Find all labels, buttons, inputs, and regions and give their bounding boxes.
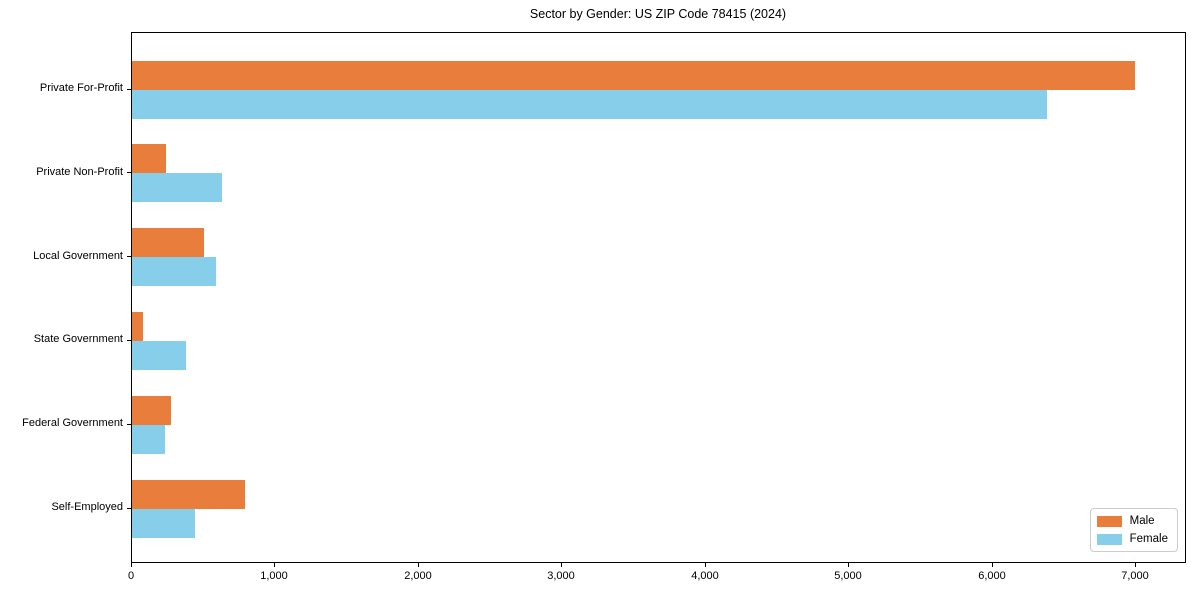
female-color-swatch xyxy=(1096,533,1122,545)
xtick-mark-7000 xyxy=(1135,563,1136,567)
bar-male-private-non-profit xyxy=(132,144,166,173)
xtick-label-7000: 7,000 xyxy=(1121,570,1149,582)
xtick-mark-1000 xyxy=(274,563,275,567)
ytick-label-private-for-profit: Private For-Profit xyxy=(39,82,123,94)
ytick-mark-private-for-profit xyxy=(127,88,131,90)
bar-female-private-non-profit xyxy=(132,173,222,202)
bar-female-private-for-profit xyxy=(132,90,1047,119)
ytick-mark-local-government xyxy=(127,256,131,258)
chart-title: Sector by Gender: US ZIP Code 78415 (202… xyxy=(529,7,787,21)
male-color-swatch xyxy=(1096,515,1122,527)
legend-row-male: Male xyxy=(1096,514,1168,528)
ytick-mark-self-employed xyxy=(127,507,131,509)
bar-female-local-government xyxy=(132,257,216,286)
bar-female-self-employed xyxy=(132,509,195,538)
ytick-label-self-employed: Self-Employed xyxy=(51,501,123,513)
xtick-label-4000: 4,000 xyxy=(691,570,719,582)
legend: Male Female xyxy=(1089,508,1178,552)
ytick-mark-federal-government xyxy=(127,423,131,425)
bar-male-federal-government xyxy=(132,396,171,425)
xtick-label-1000: 1,000 xyxy=(260,570,288,582)
ytick-mark-state-government xyxy=(127,339,131,341)
ytick-label-federal-government: Federal Government xyxy=(22,417,123,430)
xtick-mark-5000 xyxy=(848,563,849,567)
bar-male-local-government xyxy=(132,228,204,257)
xtick-label-2000: 2,000 xyxy=(404,570,432,582)
bar-male-state-government xyxy=(132,312,143,341)
ytick-label-local-government: Local Government xyxy=(33,249,123,262)
ytick-label-state-government: State Government xyxy=(33,333,123,346)
xtick-mark-4000 xyxy=(705,563,706,567)
xtick-label-5000: 5,000 xyxy=(834,570,862,582)
xtick-mark-3000 xyxy=(561,563,562,567)
xtick-mark-6000 xyxy=(992,563,993,567)
xtick-mark-2000 xyxy=(418,563,419,567)
ytick-mark-private-non-profit xyxy=(127,172,131,174)
bar-female-state-government xyxy=(132,341,186,370)
legend-row-female: Female xyxy=(1096,532,1168,546)
xtick-label-0: 0 xyxy=(127,570,135,582)
xtick-label-3000: 3,000 xyxy=(547,570,575,582)
legend-label-female: Female xyxy=(1129,533,1168,545)
bar-male-private-for-profit xyxy=(132,61,1135,90)
legend-label-male: Male xyxy=(1129,515,1155,527)
bar-female-federal-government xyxy=(132,425,165,454)
xtick-mark-0 xyxy=(131,563,132,567)
bar-male-self-employed xyxy=(132,480,245,509)
xtick-label-6000: 6,000 xyxy=(978,570,1006,582)
ytick-label-private-non-profit: Private Non-Profit xyxy=(36,165,123,178)
plot-area: Male Female xyxy=(131,32,1186,563)
